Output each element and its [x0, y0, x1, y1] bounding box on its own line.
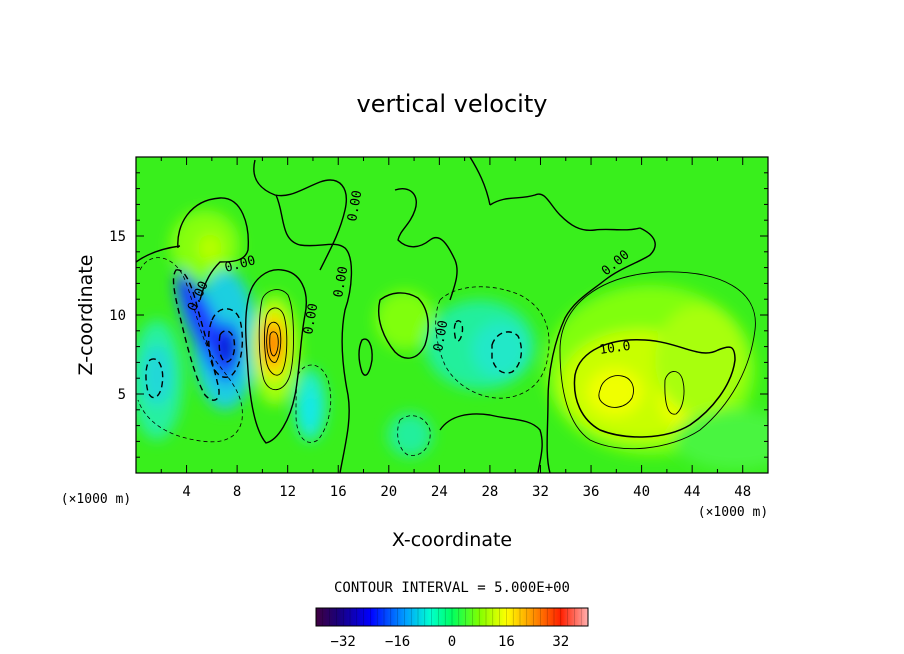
colorbar-ticks: −32 −16 0 16 32 [331, 634, 570, 650]
contour-label: 0.00 [431, 319, 451, 352]
y-axis-label: Z-coordinate [75, 255, 97, 376]
field-blob [472, 322, 528, 378]
x-tick-label: 4 [182, 484, 190, 500]
contour-line-negative [397, 415, 431, 456]
x-tick-label: 24 [431, 484, 448, 500]
x-tick-label: 40 [633, 484, 650, 500]
y-tick-label: 15 [109, 229, 126, 245]
field-blob [655, 305, 745, 415]
colorbar-tick-label: −32 [331, 634, 356, 650]
x-tick-label: 48 [734, 484, 751, 500]
y-axis: 5 10 15 [109, 172, 768, 458]
x-axis: 4 8 12 16 20 24 28 32 36 40 44 48 [160, 157, 751, 500]
x-tick-label: 16 [330, 484, 347, 500]
x-tick-label: 28 [481, 484, 498, 500]
contour-line-negative [172, 269, 220, 401]
contour-line-zero [394, 188, 458, 301]
x-unit-right: (×1000 m) [698, 505, 768, 520]
contour-line-zero [439, 413, 543, 473]
field-blob [198, 234, 222, 262]
colorbar-tick-label: 32 [552, 634, 569, 650]
field-blob [300, 390, 320, 430]
contour-line-zero [489, 193, 641, 232]
contour-field: 0.00 0.00 0.00 0.00 0.00 0.00 0.00 10.0 [136, 157, 768, 473]
field-blob [388, 413, 432, 457]
contour-line-level-15 [664, 371, 685, 415]
contour-line-level-15 [266, 321, 282, 363]
contour-label: 10.0 [598, 339, 631, 358]
chart-title: vertical velocity [357, 90, 548, 118]
contour-line-zero [136, 245, 181, 263]
contour-label: 0.00 [345, 189, 365, 222]
x-tick-label: 36 [583, 484, 600, 500]
y-tick-label: 10 [109, 308, 126, 324]
field-blob [219, 334, 235, 362]
contour-label: 0.00 [301, 302, 321, 335]
x-axis-label: X-coordinate [392, 529, 512, 551]
colorbar-stripes [322, 608, 582, 626]
contour-line-zero [177, 197, 249, 301]
contour-label: 0.00 [331, 265, 351, 298]
colorbar-tick-label: −16 [385, 634, 410, 650]
x-unit-left: (×1000 m) [61, 492, 131, 507]
field-blob [587, 368, 643, 416]
field-blob [267, 329, 279, 357]
field-blob [375, 290, 435, 350]
contour-line-zero [469, 157, 491, 206]
contour-line-level-15 [598, 375, 634, 408]
contour-line-level-5 [258, 289, 294, 390]
contour-interval-label: CONTOUR INTERVAL = 5.000E+00 [334, 580, 570, 596]
contour-line-zero [244, 269, 307, 444]
contour-line-zero [275, 194, 353, 473]
contour-line-negative [295, 364, 332, 443]
x-tick-label: 20 [380, 484, 397, 500]
contour-lines [136, 157, 756, 473]
contour-line-zero [546, 227, 656, 473]
x-tick-label: 12 [279, 484, 296, 500]
contour-line-level-20 [269, 331, 279, 357]
contour-line-level-10 [264, 307, 288, 376]
field-blob [675, 410, 768, 470]
contour-line-negative [491, 331, 523, 374]
colorbar-tick-label: 16 [498, 634, 515, 650]
contour-line-zero [358, 338, 373, 376]
contour-line-level-10 [573, 339, 736, 438]
contour-line-zero [378, 292, 429, 359]
x-tick-label: 44 [684, 484, 701, 500]
contour-line-level-5 [559, 271, 756, 450]
contour-line-negative [137, 257, 243, 443]
contour-line-negative [453, 320, 464, 342]
colorbar [315, 607, 589, 627]
contour-line-negative [207, 308, 244, 378]
x-tick-label: 8 [233, 484, 241, 500]
contour-line-negative [145, 358, 164, 399]
contour-line-negative [435, 286, 550, 399]
contour-line-zero [253, 159, 347, 271]
x-tick-label: 32 [532, 484, 549, 500]
colorbar-tick-label: 0 [448, 634, 456, 650]
y-tick-label: 5 [118, 387, 126, 403]
